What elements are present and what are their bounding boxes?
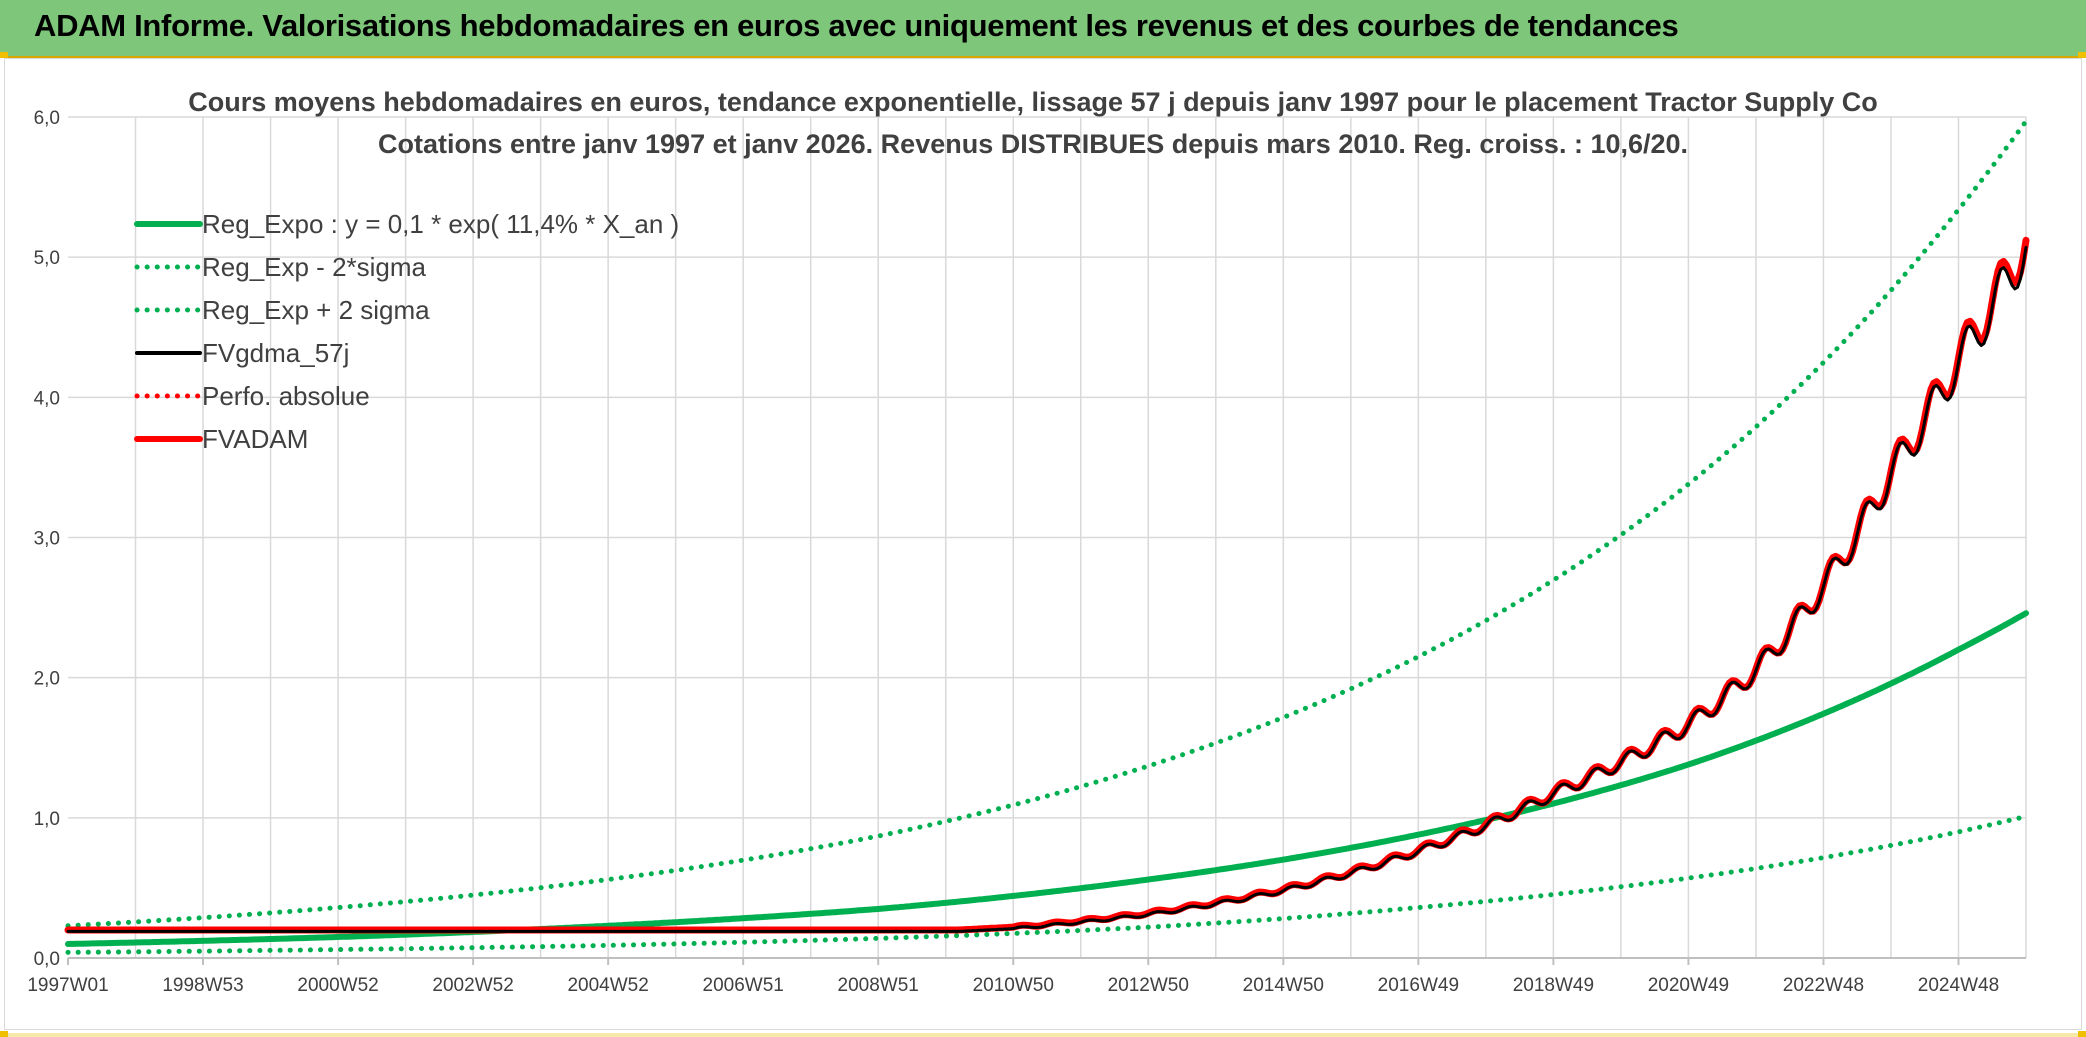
x-tick-label: 2022W48	[1783, 975, 1864, 996]
y-tick-label: 6,0	[34, 108, 60, 129]
y-tick-label: 5,0	[34, 248, 60, 269]
x-tick-label: 2024W48	[1918, 975, 1999, 996]
corner-decoration	[0, 1031, 8, 1037]
series-perfo-absolue-line	[65, 240, 2029, 933]
bottom-bar	[0, 1033, 2086, 1037]
legend-label: Perfo. absolue	[202, 381, 370, 411]
page-title: ADAM Informe. Valorisations hebdomadaire…	[34, 8, 1679, 43]
x-tick-label: 2008W51	[838, 975, 919, 996]
series-trend-line	[65, 610, 2029, 947]
legend-label: Reg_Expo : y = 0,1 * exp( 11,4% * X_an )	[202, 209, 679, 239]
series-lower-band-line	[65, 813, 2029, 955]
x-tick-label: 2016W49	[1378, 975, 1459, 996]
x-tick-label: 1997W01	[27, 975, 108, 996]
legend-label: FVgdma_57j	[202, 338, 349, 368]
corner-decoration	[2078, 1031, 2086, 1037]
x-tick-label: 2020W49	[1648, 975, 1729, 996]
x-tick-label: 2018W49	[1513, 975, 1594, 996]
series-upper-band-line	[65, 118, 2029, 929]
y-tick-label: 3,0	[34, 529, 60, 550]
grid-lines	[68, 116, 2027, 959]
x-tick-label: 2010W50	[973, 975, 1054, 996]
corner-decoration	[0, 52, 8, 58]
chart-title-line2: Cotations entre janv 1997 et janv 2026. …	[377, 129, 1689, 159]
x-tick-label: 2012W50	[1108, 975, 1189, 996]
y-tick-label: 0,0	[34, 949, 60, 970]
chart-frame	[4, 58, 2082, 1030]
x-tick-label: 1998W53	[162, 975, 243, 996]
series-fvadam-line	[64, 236, 2030, 934]
x-tick-label: 2006W51	[703, 975, 784, 996]
x-tick-label: 2002W52	[432, 975, 513, 996]
y-tick-label: 1,0	[34, 809, 60, 830]
y-tick-label: 4,0	[34, 388, 60, 409]
series-group	[64, 118, 2030, 955]
corner-decoration	[2078, 52, 2086, 58]
legend-label: FVADAM	[202, 424, 308, 454]
legend: Reg_Expo : y = 0,1 * exp( 11,4% * X_an )…	[134, 209, 679, 454]
x-tick-label: 2004W52	[567, 975, 648, 996]
legend-label: Reg_Exp + 2 sigma	[202, 295, 430, 325]
axes: 0,0 1,0 2,0 3,0 4,0 5,0 6,0 1997W01 1998W53 2000W…	[27, 108, 2026, 996]
chart-title-line1: Cours moyens hebdomadaires en euros, ten…	[188, 87, 1878, 117]
y-tick-label: 2,0	[34, 669, 60, 690]
x-tick-label: 2014W50	[1243, 975, 1324, 996]
series-fvgdma-line	[66, 245, 2028, 933]
x-tick-label: 2000W52	[297, 975, 378, 996]
header-bar: ADAM Informe. Valorisations hebdomadaire…	[0, 0, 2086, 58]
legend-label: Reg_Exp - 2*sigma	[202, 252, 427, 282]
